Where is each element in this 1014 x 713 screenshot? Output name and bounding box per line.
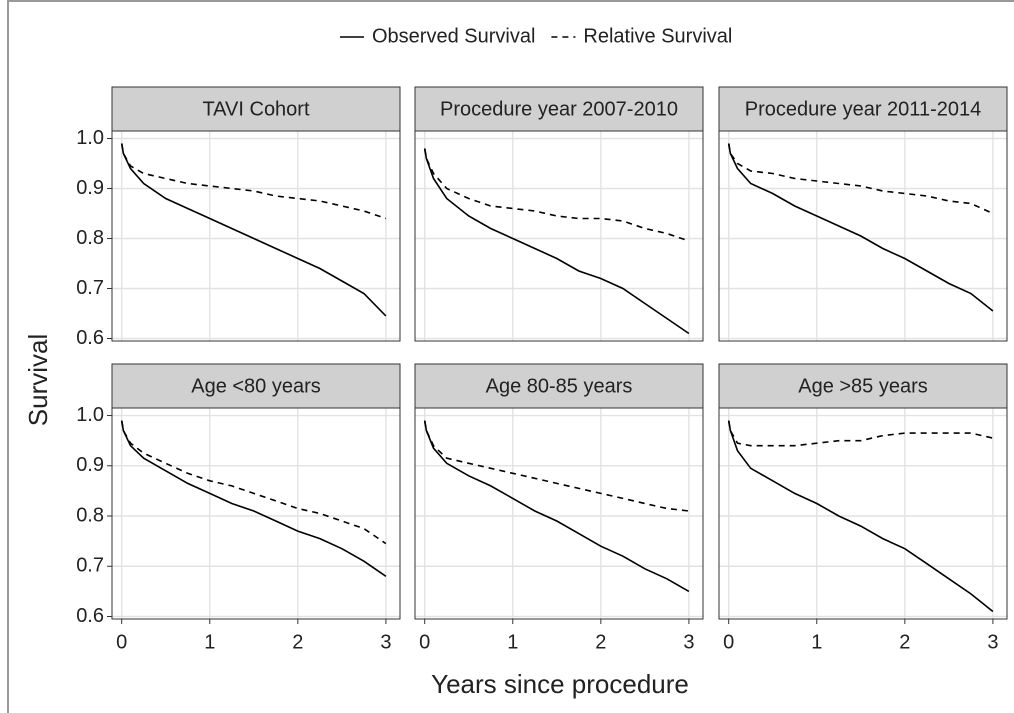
legend-label: Relative Survival <box>583 25 732 47</box>
survival-line <box>120 420 387 577</box>
strip <box>111 86 401 132</box>
strip <box>414 86 704 132</box>
x-tick-label: 2 <box>595 631 606 653</box>
survival-line <box>423 148 690 335</box>
y-tick-label: 0.6 <box>76 327 104 349</box>
x-tick-label: 3 <box>683 631 694 653</box>
strip <box>414 363 704 409</box>
x-tick-label: 1 <box>507 631 518 653</box>
panel <box>415 408 703 619</box>
panel <box>112 408 400 619</box>
strip-title: Age 80-85 years <box>486 375 633 397</box>
survival-line <box>120 143 387 317</box>
panel-border <box>414 130 704 342</box>
panel-border <box>718 130 1008 342</box>
panel <box>719 408 1007 619</box>
y-tick-label: 1.0 <box>76 404 104 426</box>
strip-title: Age <80 years <box>191 375 321 397</box>
panel <box>719 131 1007 341</box>
strip <box>718 86 1008 132</box>
survival-line <box>423 420 690 593</box>
strip <box>718 363 1008 409</box>
legend-label: Observed Survival <box>372 25 535 47</box>
y-tick-label: 1.0 <box>76 127 104 149</box>
x-tick-label: 1 <box>811 631 822 653</box>
panel-border <box>718 407 1008 620</box>
y-tick-label: 0.8 <box>76 504 104 526</box>
survival-line <box>727 420 994 613</box>
x-tick-label: 0 <box>723 631 734 653</box>
x-tick-label: 2 <box>292 631 303 653</box>
panel <box>112 131 400 341</box>
panel-border <box>414 407 704 620</box>
survival-line <box>727 143 994 312</box>
x-tick-label: 0 <box>116 631 127 653</box>
survival-line <box>423 420 689 512</box>
y-tick-label: 0.6 <box>76 605 104 627</box>
panel-border <box>111 130 401 342</box>
y-tick-label: 0.9 <box>76 177 104 199</box>
panel-border <box>111 407 401 620</box>
frame <box>7 0 1014 713</box>
survival-line <box>727 420 994 447</box>
strip-title: Procedure year 2011-2014 <box>745 98 981 120</box>
y-tick-label: 0.8 <box>76 227 104 249</box>
x-tick-label: 3 <box>987 631 998 653</box>
panel <box>415 131 703 341</box>
x-tick-label: 0 <box>419 631 430 653</box>
strip-title: TAVI Cohort <box>202 98 310 120</box>
y-tick-label: 0.7 <box>76 277 104 299</box>
x-axis-label: Years since procedure <box>431 669 689 699</box>
survival-line <box>727 143 994 215</box>
survival-line <box>120 420 387 545</box>
x-tick-label: 3 <box>380 631 391 653</box>
y-axis-label: Survival <box>23 334 53 426</box>
survival-line <box>120 143 387 220</box>
y-tick-label: 0.7 <box>76 555 104 577</box>
strip-title: Age >85 years <box>798 375 928 397</box>
y-tick-label: 0.9 <box>76 454 104 476</box>
x-tick-label: 1 <box>204 631 215 653</box>
survival-line <box>423 148 690 242</box>
x-tick-label: 2 <box>899 631 910 653</box>
strip-title: Procedure year 2007-2010 <box>440 98 678 120</box>
